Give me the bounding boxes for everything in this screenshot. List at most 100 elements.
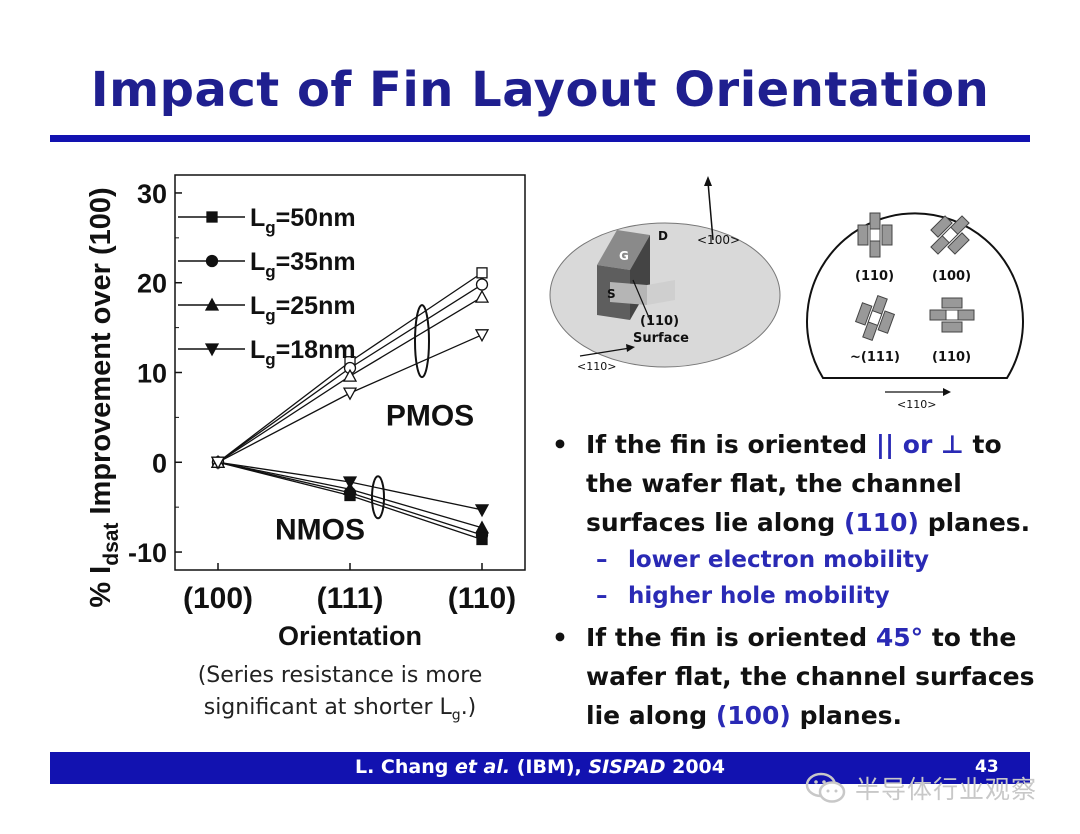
device-110-horizontal bbox=[929, 297, 975, 333]
x-axis-label: Orientation bbox=[278, 621, 422, 651]
pmos-annotation: PMOS bbox=[386, 399, 474, 432]
citation-year: 2004 bbox=[665, 756, 725, 778]
flat-axis-arrowhead bbox=[943, 388, 951, 396]
source-label: S bbox=[607, 287, 616, 301]
bullet-1-highlight-b: (110) bbox=[843, 508, 919, 537]
data-point-nmos-4 bbox=[474, 504, 490, 518]
data-point-pmos-3 bbox=[474, 289, 490, 303]
orient-label-2: (100) bbox=[932, 269, 971, 284]
citation-venue: SISPAD bbox=[588, 756, 666, 778]
nmos-group-ellipse bbox=[371, 475, 385, 520]
note-line-1: (Series resistance is more bbox=[197, 663, 483, 688]
gate-band bbox=[610, 282, 647, 305]
improvement-chart: 30 20 10 0 -10 (100) (111) (110) Orientation % Id… bbox=[70, 165, 530, 655]
data-point-nmos-4 bbox=[210, 456, 226, 470]
slide-title: Impact of Fin Layout Orientation bbox=[90, 62, 990, 118]
y-tick-label: 30 bbox=[137, 179, 167, 209]
sub-bullet-2: – higher hole mobility bbox=[548, 578, 1048, 614]
legend-label: Lg=18nm bbox=[250, 336, 356, 369]
bullet-dot: • bbox=[552, 623, 568, 652]
data-point-pmos-4 bbox=[342, 387, 358, 401]
dash-icon: – bbox=[596, 547, 608, 573]
surface-label-1: (110) bbox=[640, 314, 679, 329]
bullet-1-text-b: to the wafer flat, the channel surfaces … bbox=[586, 430, 1002, 537]
data-point-nmos-3 bbox=[474, 520, 490, 534]
sub-bullet-2-text: higher hole mobility bbox=[628, 583, 890, 609]
sub-bullet-1-text: lower electron mobility bbox=[628, 547, 929, 573]
gate-label: G bbox=[619, 249, 629, 263]
legend-label: Lg=35nm bbox=[250, 248, 356, 281]
axis-low-arrowhead bbox=[626, 344, 635, 352]
citation-org: (IBM), bbox=[510, 756, 589, 778]
y-tick-label: 20 bbox=[137, 269, 167, 299]
drain-label: D bbox=[658, 229, 668, 243]
orient-label-3: ~(111) bbox=[850, 350, 900, 365]
wechat-icon bbox=[805, 772, 846, 803]
fin-top bbox=[597, 230, 650, 270]
watermark: 半导体行业观察 bbox=[805, 768, 1037, 808]
bullet-2-text-a: If the fin is oriented bbox=[586, 623, 876, 652]
legend-marker bbox=[205, 254, 219, 268]
device-110-vertical bbox=[857, 212, 893, 258]
bullet-2-text-c: planes. bbox=[790, 701, 903, 730]
nmos-annotation: NMOS bbox=[275, 514, 365, 547]
citation-etal: et al. bbox=[454, 756, 511, 778]
y-tick-label: 0 bbox=[152, 448, 167, 478]
y-axis-label: % Idsat Improvement over (100) bbox=[85, 187, 123, 607]
wafer-outline bbox=[806, 212, 1024, 379]
axis-up-label: <100> bbox=[697, 233, 740, 247]
legend-marker bbox=[204, 297, 220, 311]
bullet-1-highlight-a: || or ⊥ bbox=[875, 430, 964, 459]
axis-low-arrow bbox=[579, 347, 631, 357]
data-point-nmos-4 bbox=[342, 476, 358, 490]
bullet-1-text-c: planes. bbox=[918, 508, 1031, 537]
data-point-pmos-4 bbox=[474, 329, 490, 343]
footer-bar: L. Chang et al. (IBM), SISPAD 2004 bbox=[50, 752, 1030, 784]
data-point-pmos-1 bbox=[476, 267, 488, 279]
bullet-2-highlight-b: (100) bbox=[715, 701, 791, 730]
orientation-figure: (110) (100) ~(111) (110) <110> bbox=[806, 212, 1024, 410]
bullet-2: • If the fin is oriented 45° to the wafe… bbox=[548, 618, 1048, 735]
orient-label-4: (110) bbox=[932, 350, 971, 365]
y-tick-label: -10 bbox=[128, 538, 167, 568]
bullet-2-highlight-a: 45° bbox=[875, 623, 924, 652]
orient-label-1: (110) bbox=[855, 269, 894, 284]
note-text-end: .) bbox=[460, 695, 477, 720]
surface-pointer bbox=[632, 279, 651, 321]
surface-label-2: Surface bbox=[633, 331, 689, 346]
series-resistance-note: (Series resistance is more significant a… bbox=[190, 660, 490, 731]
x-tick-label: (100) bbox=[183, 582, 253, 615]
page-number: 43 bbox=[975, 757, 999, 777]
bullet-dot: • bbox=[552, 430, 568, 459]
bullet-list: • If the fin is oriented || or ⊥ to the … bbox=[548, 425, 1048, 735]
axis-up-arrowhead bbox=[704, 176, 712, 186]
legend-label: Lg=25nm bbox=[250, 292, 356, 325]
note-line-2: significant at shorter Lg.) bbox=[190, 692, 490, 731]
y-tick-label: 10 bbox=[137, 359, 167, 389]
note-subscript: g bbox=[451, 707, 461, 724]
dash-icon: – bbox=[596, 583, 608, 609]
legend-label: Lg=50nm bbox=[250, 204, 356, 237]
citation: L. Chang et al. (IBM), SISPAD 2004 bbox=[50, 756, 1030, 778]
gate-side bbox=[647, 280, 675, 305]
bullet-2-text-b: to the wafer flat, the channel surfaces … bbox=[586, 623, 1035, 730]
sub-bullet-1: – lower electron mobility bbox=[548, 542, 1048, 578]
title-rule bbox=[50, 135, 1030, 142]
data-point-pmos-2 bbox=[475, 278, 489, 291]
x-tick-label: (110) bbox=[448, 582, 516, 615]
device-111-tilted bbox=[854, 294, 896, 342]
bullet-1-text-a: If the fin is oriented bbox=[586, 430, 876, 459]
data-point-pmos-3 bbox=[342, 368, 358, 382]
axis-low-label: <110> bbox=[577, 360, 616, 373]
bullet-1: • If the fin is oriented || or ⊥ to the … bbox=[548, 425, 1048, 542]
chart-svg: 30 20 10 0 -10 (100) (111) (110) Orientation % Id… bbox=[85, 174, 526, 651]
axis-up-arrow bbox=[707, 181, 714, 241]
device-100-diagonal bbox=[930, 215, 970, 255]
citation-author: L. Chang bbox=[354, 756, 455, 778]
watermark-text: 半导体行业观察 bbox=[855, 775, 1038, 804]
legend-marker bbox=[204, 343, 220, 357]
pmos-group-ellipse bbox=[414, 304, 430, 379]
note-text: significant at shorter L bbox=[203, 695, 452, 720]
wafer-fin-figure: <100> D G S (110) Surface <110> bbox=[549, 176, 781, 373]
flat-axis-label: <110> bbox=[897, 398, 936, 410]
